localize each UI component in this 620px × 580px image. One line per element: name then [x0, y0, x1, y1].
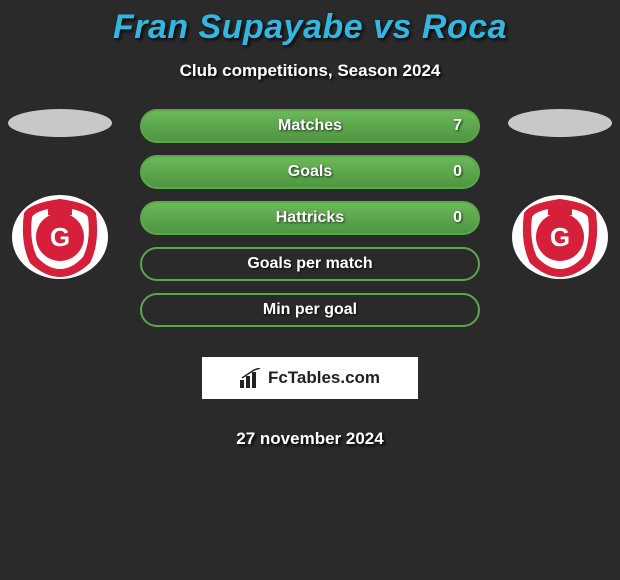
left-team-badge: G [10, 193, 110, 281]
stats-column: Matches 7 Goals 0 Hattricks 0 Goals per … [120, 109, 500, 449]
stat-value: 7 [453, 117, 462, 135]
left-player-ellipse [8, 109, 112, 137]
stat-label: Matches [278, 117, 342, 135]
page-title: Fran Supayabe vs Roca [113, 8, 507, 47]
right-player-col: G [500, 109, 620, 281]
right-player-ellipse [508, 109, 612, 137]
stat-row-goals-per-match: Goals per match [140, 247, 480, 281]
stat-label: Goals per match [247, 255, 372, 273]
stat-row-min-per-goal: Min per goal [140, 293, 480, 327]
stat-value: 0 [453, 163, 462, 181]
left-player-col: G [0, 109, 120, 281]
stat-label: Hattricks [276, 209, 344, 227]
stat-row-hattricks: Hattricks 0 [140, 201, 480, 235]
left-badge-letter: G [50, 222, 70, 252]
page-subtitle: Club competitions, Season 2024 [180, 61, 441, 81]
source-logo: FcTables.com [202, 357, 418, 399]
chart-icon [240, 368, 262, 388]
date-text: 27 november 2024 [236, 429, 383, 449]
stat-value: 0 [453, 209, 462, 227]
right-team-badge: G [510, 193, 610, 281]
stat-row-goals: Goals 0 [140, 155, 480, 189]
logo-text: FcTables.com [268, 368, 380, 388]
comparison-card: Fran Supayabe vs Roca Club competitions,… [0, 0, 620, 449]
content-row: G Matches 7 Goals 0 Hattricks 0 [0, 109, 620, 449]
stat-label: Goals [288, 163, 332, 181]
stat-label: Min per goal [263, 301, 357, 319]
stat-row-matches: Matches 7 [140, 109, 480, 143]
right-badge-letter: G [550, 222, 570, 252]
